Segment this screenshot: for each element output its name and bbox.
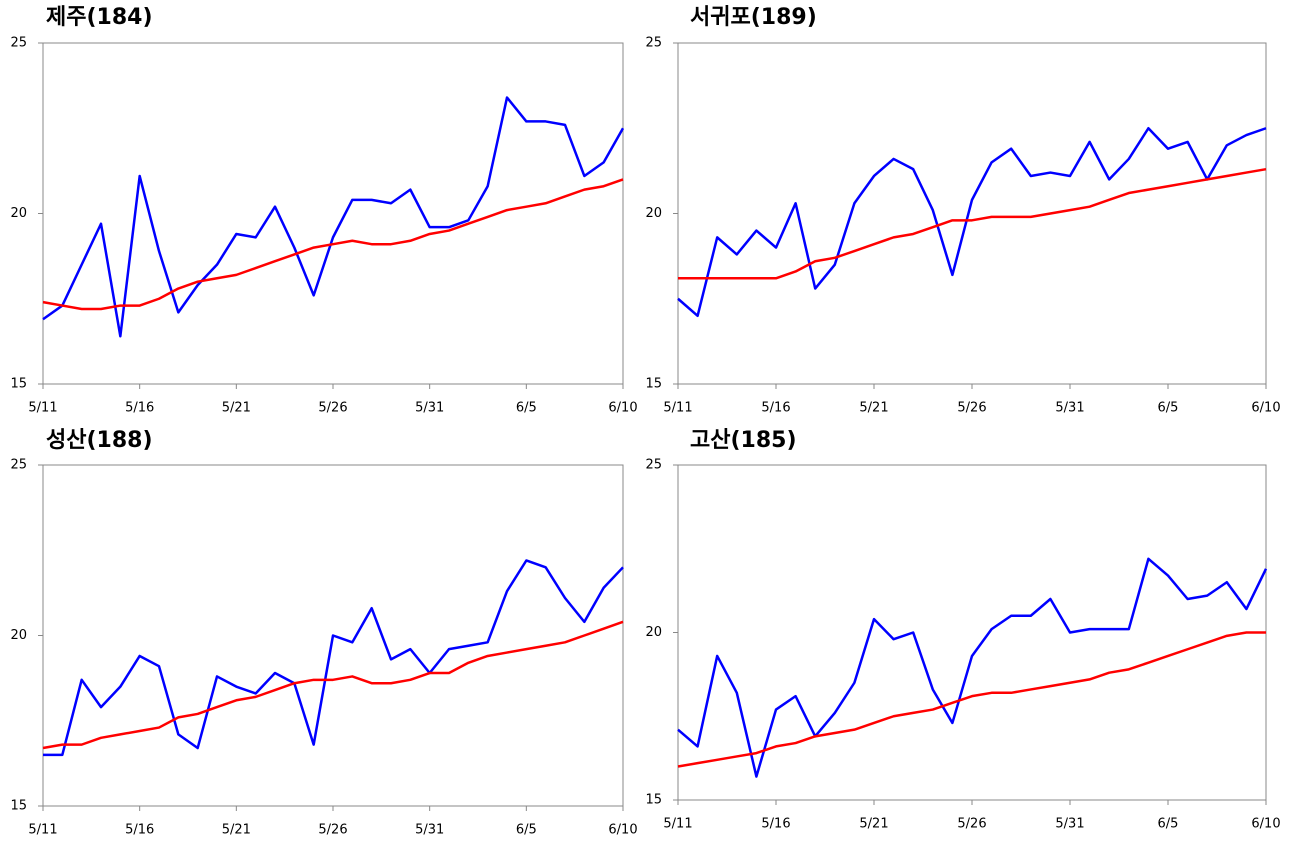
series-line <box>42 96 625 338</box>
y-tick-label: 25 <box>645 36 662 51</box>
x-tick-label: 6/5 <box>1158 817 1179 832</box>
x-tick-label: 5/26 <box>318 401 347 416</box>
y-tick-label: 20 <box>10 206 27 221</box>
y-tick-label: 20 <box>10 628 27 643</box>
x-tick-label: 6/10 <box>608 401 637 416</box>
y-tick-label: 20 <box>645 625 662 640</box>
y-tick-label: 15 <box>10 377 27 392</box>
series-line <box>677 127 1267 318</box>
x-tick-label: 6/10 <box>608 823 637 838</box>
x-tick-label: 5/21 <box>222 823 251 838</box>
x-tick-label: 5/21 <box>222 401 251 416</box>
chart-title: 성산(188) <box>46 428 153 453</box>
x-tick-label: 5/31 <box>1055 817 1084 832</box>
series-line <box>677 557 1268 778</box>
x-tick-label: 5/31 <box>415 823 444 838</box>
x-tick-label: 5/21 <box>859 817 888 832</box>
y-tick-label: 15 <box>10 799 27 814</box>
series-line <box>677 631 1266 768</box>
y-tick-label: 25 <box>10 458 27 473</box>
x-tick-label: 5/16 <box>761 401 790 416</box>
series-line <box>42 178 624 311</box>
y-tick-label: 15 <box>645 377 662 392</box>
y-tick-label: 15 <box>645 793 662 808</box>
series-line <box>42 620 624 750</box>
x-tick-label: 5/11 <box>28 401 57 416</box>
x-tick-label: 6/10 <box>1251 817 1280 832</box>
x-tick-label: 5/26 <box>957 401 986 416</box>
y-tick-label: 20 <box>645 206 662 221</box>
x-tick-label: 5/16 <box>761 817 790 832</box>
chart-title: 서귀포(189) <box>690 5 817 30</box>
x-tick-label: 5/31 <box>1055 401 1084 416</box>
x-tick-label: 5/16 <box>125 823 154 838</box>
x-tick-label: 5/21 <box>859 401 888 416</box>
x-tick-label: 5/31 <box>415 401 444 416</box>
x-tick-label: 6/10 <box>1251 401 1280 416</box>
x-tick-label: 6/5 <box>1158 401 1179 416</box>
x-tick-label: 5/16 <box>125 401 154 416</box>
series-line <box>43 559 624 757</box>
plot-area <box>677 42 1267 385</box>
chart-title: 고산(185) <box>690 428 797 453</box>
x-tick-label: 6/5 <box>516 823 537 838</box>
x-tick-label: 5/11 <box>28 823 57 838</box>
x-tick-label: 5/26 <box>318 823 347 838</box>
x-tick-label: 5/11 <box>663 401 692 416</box>
x-tick-label: 6/5 <box>516 401 537 416</box>
x-tick-label: 5/26 <box>957 817 986 832</box>
x-tick-label: 5/11 <box>663 817 692 832</box>
plot-area <box>42 42 624 385</box>
y-tick-label: 25 <box>10 36 27 51</box>
series-line <box>678 167 1267 280</box>
y-tick-label: 25 <box>645 458 662 473</box>
chart-title: 제주(184) <box>46 5 153 30</box>
